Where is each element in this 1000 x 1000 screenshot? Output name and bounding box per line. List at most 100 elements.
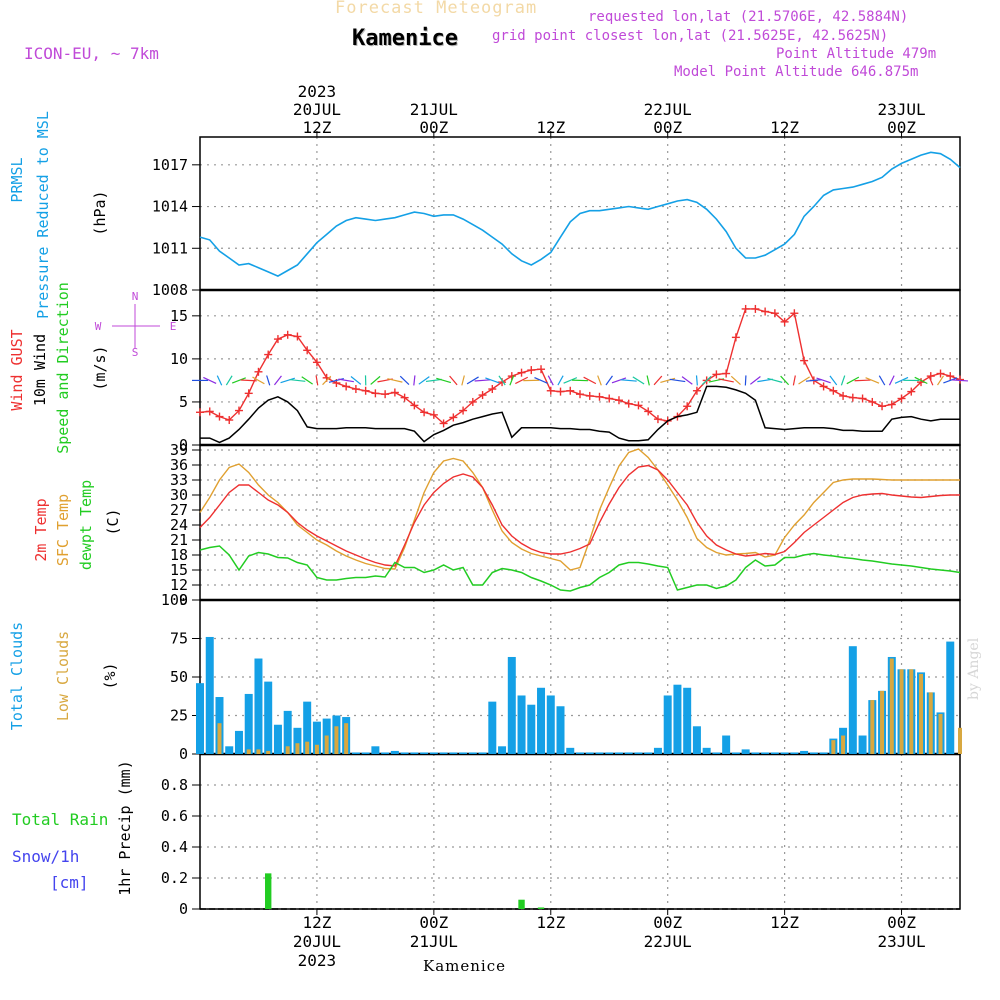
y-tick-label: 0.8 — [161, 776, 188, 794]
rain-bar — [265, 873, 272, 909]
total-cloud-bar — [722, 735, 731, 754]
total-cloud-bar — [556, 706, 565, 754]
wind-direction-arrow — [571, 379, 589, 382]
panel-frame — [199, 289, 961, 446]
wind-direction-arrow — [413, 375, 416, 386]
total-cloud-bar — [225, 746, 234, 754]
rain-bar — [518, 899, 525, 909]
pressure-label: PRMSL — [8, 157, 26, 202]
wind-direction-arrow — [660, 377, 676, 384]
y-tick-label: 5 — [179, 393, 188, 411]
wind-direction-arrow — [854, 379, 871, 382]
grid-point-location: grid point closest lon,lat (21.5625E, 42… — [492, 28, 889, 44]
top-time-label: 22JUL — [644, 100, 692, 119]
low-cloud-bar — [919, 673, 924, 754]
wind-direction-arrow — [534, 376, 548, 384]
wind-direction-arrow — [240, 379, 257, 382]
top-time-label: 00Z — [887, 118, 916, 137]
station-name: Kamenice — [352, 26, 458, 51]
total-cloud-bar — [770, 752, 779, 754]
low-cloud-bar — [909, 669, 914, 754]
total-cloud-bar — [537, 687, 546, 754]
y-tick-label: 27 — [170, 501, 188, 519]
low-cloud-bar — [295, 743, 300, 754]
total-cloud-bar — [731, 752, 740, 754]
wind-direction-arrow — [767, 377, 783, 383]
pressure-label-long: Pressure Reduced to MSL — [34, 111, 52, 319]
total-cloud-bar — [390, 750, 399, 754]
wind-direction-arrow — [805, 379, 822, 382]
y-tick-label: 0.6 — [161, 807, 188, 825]
total-cloud-bar — [303, 701, 312, 754]
low-cloud-bar — [256, 749, 261, 754]
y-tick-label: 50 — [170, 668, 188, 686]
total-cloud-bar — [468, 752, 477, 754]
total-cloud-bar — [527, 704, 536, 754]
pressure-unit: (hPa) — [91, 190, 109, 235]
total-cloud-bar — [293, 727, 302, 754]
total-cloud-bar — [361, 752, 370, 754]
top-time-label: 20JUL — [293, 100, 341, 119]
wind-direction-arrow — [894, 376, 909, 384]
wind-direction-arrow — [216, 375, 223, 386]
wind-direction-arrow — [289, 378, 306, 382]
total-cloud-bar — [420, 752, 429, 754]
bottom-time-label: 21JUL — [410, 932, 458, 951]
wind-direction-arrow — [744, 375, 747, 386]
y-tick-label: 15 — [170, 561, 188, 579]
wind-direction-arrow — [449, 375, 458, 386]
bottom-station-label: Kamenice — [423, 957, 506, 975]
wind-direction-arrow — [583, 376, 597, 385]
wind-direction-arrow — [798, 376, 810, 385]
temp-2m-line — [199, 464, 960, 567]
total-cloud-bar — [634, 752, 643, 754]
temp-unit: (C) — [104, 508, 122, 535]
y-tick-label: 10 — [170, 350, 188, 368]
y-tick-label: 33 — [170, 471, 188, 489]
total-cloud-bar — [205, 636, 214, 754]
wind-direction-arrow — [322, 375, 332, 386]
y-tick-label: 12 — [170, 576, 188, 594]
y-tick-label: 1014 — [152, 198, 188, 216]
wind-direction-arrow — [952, 379, 968, 382]
wind-direction-arrow — [315, 375, 319, 386]
total-cloud-bar — [351, 752, 360, 754]
wind-direction-arrow — [563, 377, 578, 384]
total-cloud-bar — [790, 752, 799, 754]
total-clouds-label: Total Clouds — [8, 622, 26, 730]
bottom-time-label: 12Z — [536, 913, 565, 932]
y-tick-label: 1017 — [152, 156, 188, 174]
total-cloud-bar — [244, 693, 253, 754]
low-cloud-bar — [899, 669, 904, 754]
bottom-time-label: 00Z — [653, 913, 682, 932]
requested-location: requested lon,lat (21.5706E, 42.5884N) — [588, 9, 909, 25]
total-rain-label: Total Rain — [12, 810, 108, 829]
y-tick-label: 21 — [170, 531, 188, 549]
low-cloud-bar — [928, 692, 933, 754]
bottom-time-label: 23JUL — [877, 932, 925, 951]
precip-unit: 1hr Precip (mm) — [116, 760, 134, 895]
total-cloud-bar — [683, 687, 692, 754]
compass-east: E — [170, 320, 177, 333]
sfc-temp-label: SFC Temp — [54, 494, 72, 566]
wind-direction-arrow — [846, 376, 860, 385]
wind-direction-arrow — [425, 378, 442, 383]
total-cloud-bar — [312, 721, 321, 754]
total-cloud-bar — [605, 752, 614, 754]
low-cloud-bar — [266, 750, 271, 754]
panel-frame — [199, 753, 961, 910]
y-tick-label: 39 — [170, 441, 188, 459]
wind-direction-arrow — [547, 375, 554, 386]
low-cloud-bar — [889, 658, 894, 754]
y-tick-label: 75 — [170, 630, 188, 648]
low-cloud-bar — [958, 727, 962, 754]
wind-direction-arrow — [888, 375, 895, 386]
wind-series-line — [200, 385, 960, 444]
low-cloud-bar — [305, 741, 310, 754]
y-tick-label: 100 — [161, 591, 188, 609]
wind-speed-direction-label: Speed and Direction — [54, 282, 72, 454]
total-cloud-bar — [741, 749, 750, 754]
wind-direction-arrow — [792, 375, 796, 386]
compass-south: S — [132, 346, 139, 359]
